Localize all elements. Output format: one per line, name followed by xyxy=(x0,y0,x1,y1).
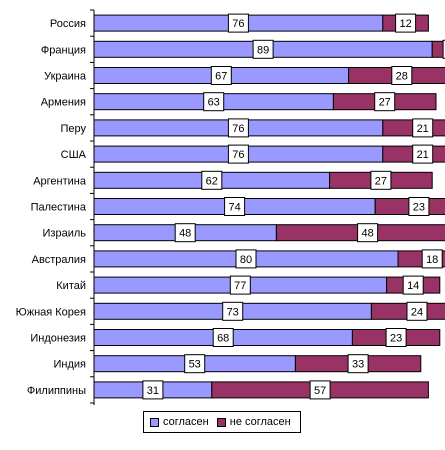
category-labels: Россия Франция Украина Армения Перу США Аргент… xyxy=(16,18,87,397)
data-label-box xyxy=(252,39,274,59)
data-label-box xyxy=(201,170,223,190)
legend-label-disagree: не согласен xyxy=(229,416,291,428)
data-label: 48 xyxy=(179,228,191,240)
data-label-box xyxy=(406,301,428,321)
data-label-box xyxy=(412,144,434,164)
data-label: 74 xyxy=(228,202,240,214)
category-label: Индонезия xyxy=(30,333,86,345)
data-label: 27 xyxy=(375,175,387,187)
legend-item-disagree: не согласен xyxy=(216,416,291,428)
data-label: 48 xyxy=(361,228,373,240)
data-label-box xyxy=(222,301,244,321)
data-label: 53 xyxy=(189,359,201,371)
data-label: 18 xyxy=(426,254,438,266)
data-label: 23 xyxy=(413,202,425,214)
data-label: 62 xyxy=(206,175,218,187)
data-label: 68 xyxy=(217,333,229,345)
category-label: США xyxy=(61,149,87,161)
category-label: Россия xyxy=(50,18,86,30)
data-label-box xyxy=(235,249,257,269)
data-label-box xyxy=(212,328,234,347)
category-label: Франция xyxy=(41,44,86,56)
data-label: 73 xyxy=(227,306,239,318)
category-label: Палестина xyxy=(31,202,87,214)
data-label: 14 xyxy=(407,280,419,292)
data-label: 21 xyxy=(417,149,429,161)
data-label-box xyxy=(395,13,417,33)
data-label-box xyxy=(203,92,225,112)
data-label: 89 xyxy=(257,44,269,56)
data-label: 63 xyxy=(208,97,220,109)
data-label-box xyxy=(357,223,379,243)
data-label-box xyxy=(408,197,430,216)
data-label: 21 xyxy=(417,123,429,135)
data-labels: 7612891167286327762176216227742348488018… xyxy=(142,13,445,400)
data-label-box xyxy=(374,92,396,112)
data-label-box xyxy=(402,275,424,295)
category-label: Южная Корея xyxy=(16,306,86,318)
data-label: 23 xyxy=(390,333,402,345)
data-label-box xyxy=(412,118,434,138)
category-label: Китай xyxy=(56,280,86,292)
data-label-box xyxy=(385,328,407,347)
data-label-box xyxy=(210,66,232,85)
category-label: Филиппины xyxy=(27,385,86,397)
category-label: Армения xyxy=(41,97,86,109)
data-label-box xyxy=(227,13,249,33)
category-label: Израиль xyxy=(43,228,87,240)
data-label: 12 xyxy=(399,18,411,30)
data-label-box xyxy=(370,170,392,190)
data-label: 33 xyxy=(352,359,364,371)
data-label: 31 xyxy=(147,385,159,397)
data-label: 67 xyxy=(215,71,227,83)
y-axis-ticks xyxy=(90,9,94,404)
category-label: Индия xyxy=(53,359,86,371)
data-label: 76 xyxy=(232,149,244,161)
data-label-box xyxy=(227,118,249,138)
data-label: 76 xyxy=(232,18,244,30)
legend-label-agree: согласен xyxy=(163,416,209,428)
data-label: 57 xyxy=(314,385,326,397)
data-label-box xyxy=(442,39,445,59)
category-label: Украина xyxy=(44,71,87,83)
bar-disagree xyxy=(431,40,445,58)
data-label-box xyxy=(309,380,331,400)
data-label: 80 xyxy=(240,254,252,266)
data-label: 76 xyxy=(232,123,244,135)
legend-swatch-agree xyxy=(150,417,159,427)
data-label-box xyxy=(227,144,249,164)
data-label-box xyxy=(421,249,443,269)
data-label-box xyxy=(229,275,251,295)
category-label: Перу xyxy=(60,123,86,135)
data-label-box xyxy=(224,197,246,216)
legend-item-agree: согласен xyxy=(150,416,209,428)
data-label-box xyxy=(184,354,206,374)
legend-swatch-disagree xyxy=(216,417,226,427)
data-label-box xyxy=(347,354,369,374)
data-label: 77 xyxy=(234,280,246,292)
legend: согласен не согласен xyxy=(143,411,301,433)
category-label: Австралия xyxy=(32,254,86,266)
data-label: 27 xyxy=(379,97,391,109)
data-label: 24 xyxy=(411,306,423,318)
data-label-box xyxy=(142,380,164,400)
data-label-box xyxy=(391,66,413,85)
data-label: 28 xyxy=(396,71,408,83)
category-label: Аргентина xyxy=(33,175,87,187)
data-label-box xyxy=(174,223,196,243)
